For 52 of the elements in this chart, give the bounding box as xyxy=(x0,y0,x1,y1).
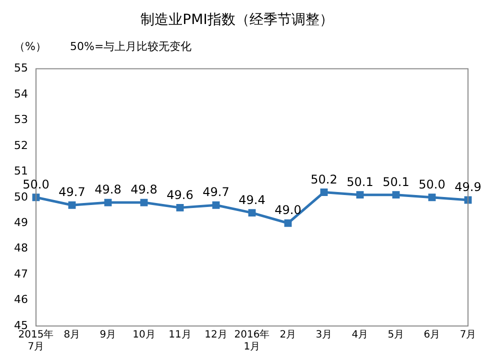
data-label: 49.0 xyxy=(274,203,302,218)
chart-title: 制造业PMI指数（经季节调整） xyxy=(140,12,334,28)
point xyxy=(140,198,148,206)
y-tick-label: 49 xyxy=(14,216,28,229)
x-tick-label: 9月 xyxy=(100,330,116,341)
data-label: 49.7 xyxy=(58,185,86,200)
point xyxy=(392,191,400,199)
data-label: 50.2 xyxy=(310,172,338,186)
x-tick-label: 2015年 7月 xyxy=(18,328,54,353)
x-tick-label: 5月 xyxy=(388,330,404,341)
x-tick-label: 3月 xyxy=(316,330,332,341)
point xyxy=(212,201,220,209)
point xyxy=(176,204,184,212)
point xyxy=(284,219,292,227)
y-tick-label: 53 xyxy=(14,113,28,126)
x-tick-label: 11月 xyxy=(168,330,192,341)
y-tick-label: 47 xyxy=(14,267,28,280)
x-tick-label: 10月 xyxy=(132,330,156,341)
y-axis-title: （%） xyxy=(14,40,46,54)
x-tick-label: 6月 xyxy=(424,330,440,341)
data-label: 49.8 xyxy=(130,182,158,197)
x-tick-label: 7月 xyxy=(460,330,476,341)
x-tick-label: 2016年 1月 xyxy=(234,328,270,353)
y-tick-label: 55 xyxy=(14,62,28,75)
x-tick-label: 4月 xyxy=(352,330,368,341)
data-label: 49.4 xyxy=(238,192,266,207)
data-label: 50.1 xyxy=(382,174,410,189)
y-tick-label: 52 xyxy=(14,138,28,152)
point xyxy=(320,188,328,196)
point xyxy=(356,191,364,199)
y-tick-label: 46 xyxy=(14,293,28,306)
data-label: 49.9 xyxy=(454,180,482,194)
y-tick-label: 54 xyxy=(14,87,28,100)
y-tick-label: 51 xyxy=(14,164,28,178)
y-tick-label: 48 xyxy=(14,242,28,255)
data-label: 49.8 xyxy=(94,182,122,197)
data-label: 50.1 xyxy=(346,174,374,189)
x-tick-label: 8月 xyxy=(64,330,80,341)
data-label: 49.6 xyxy=(166,188,194,202)
data-label: 50.0 xyxy=(22,178,50,192)
point xyxy=(32,194,40,202)
point xyxy=(428,194,436,202)
text: 50%=与上月比较无变化 xyxy=(70,40,192,54)
point xyxy=(68,201,76,209)
point xyxy=(104,198,112,206)
x-tick-label: 12月 xyxy=(204,330,228,341)
y-tick-label: 50 xyxy=(14,190,28,204)
data-label: 49.7 xyxy=(202,185,230,200)
x-tick-label: 2月 xyxy=(280,330,296,341)
point xyxy=(464,196,472,204)
point xyxy=(248,209,256,217)
data-label: 50.0 xyxy=(418,178,446,192)
